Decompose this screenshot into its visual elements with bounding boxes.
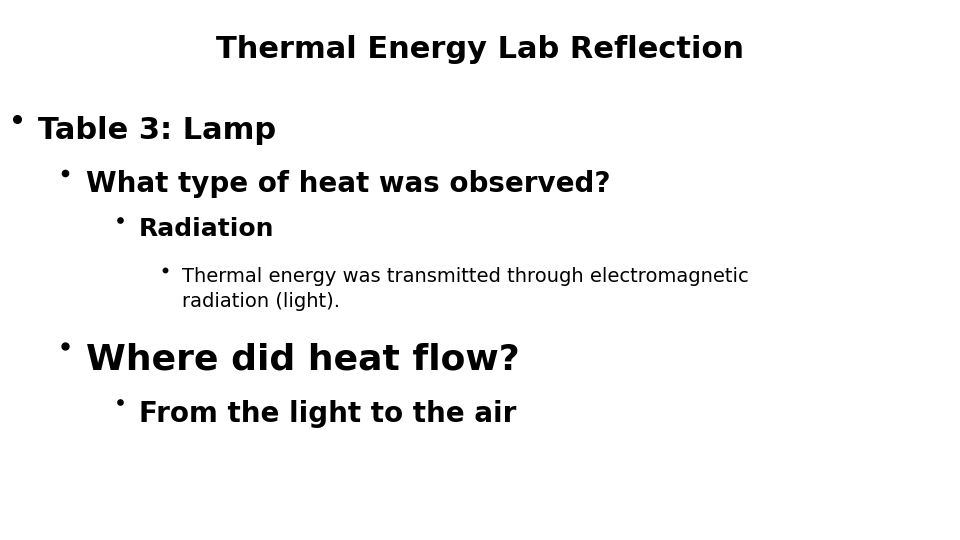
Text: Table 3: Lamp: Table 3: Lamp: [38, 116, 276, 145]
Text: Radiation: Radiation: [139, 217, 275, 241]
Text: Thermal Energy Lab Reflection: Thermal Energy Lab Reflection: [216, 35, 744, 64]
Text: Thermal energy was transmitted through electromagnetic
radiation (light).: Thermal energy was transmitted through e…: [182, 267, 749, 310]
Text: Where did heat flow?: Where did heat flow?: [86, 343, 520, 377]
Text: What type of heat was observed?: What type of heat was observed?: [86, 170, 611, 198]
Text: From the light to the air: From the light to the air: [139, 400, 516, 428]
